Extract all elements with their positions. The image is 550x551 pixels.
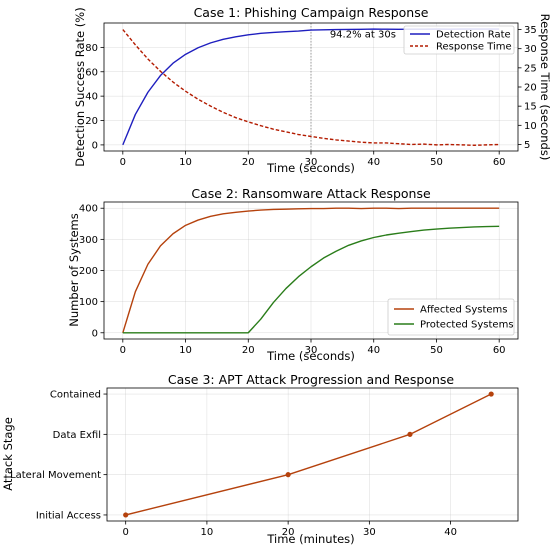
legend-label-affected-systems: Affected Systems	[420, 305, 507, 316]
chart-2-ransomware: Case 2: Ransomware Attack Response 0 10 20…	[67, 186, 519, 363]
c1-y-tick-label: 80	[85, 43, 98, 54]
legend-label-protected-systems: Protected Systems	[420, 320, 514, 331]
c2-y-tick-label: 300	[79, 235, 98, 246]
c1-y-tick-label: 40	[85, 92, 98, 103]
c2-x-tick-label: 30	[305, 345, 318, 356]
c1-x-tick-label: 0	[120, 157, 126, 168]
c1-y-tick-label: 0	[92, 140, 98, 151]
chart-2-x-axis-label: Time (seconds)	[266, 349, 355, 363]
c2-y-tick-label: 200	[79, 266, 98, 277]
c2-series-line-1	[122, 225, 500, 334]
c3-data-point	[488, 391, 494, 397]
c3-y-tick-label: Lateral Movement	[10, 470, 101, 481]
c2-x-tick-label: 10	[179, 345, 192, 356]
c3-y-tick-label: Data Exfil	[53, 430, 101, 441]
c2-y-tick-label: 400	[79, 204, 98, 215]
c1-x-tick-label: 50	[430, 157, 443, 168]
c2-x-tick-label: 50	[430, 345, 443, 356]
c2-x-tick-label: 0	[120, 345, 126, 356]
c3-y-tick-label: Initial Access	[36, 510, 101, 521]
chart-3-title: Case 3: APT Attack Progression and Respo…	[168, 372, 454, 387]
c1-y-right-tick-label: 35	[524, 25, 537, 36]
c1-x-tick-label: 20	[242, 157, 255, 168]
c2-y-tick-label: 100	[79, 297, 98, 308]
c1-x-tick-label: 10	[179, 157, 192, 168]
c2-y-tick-label: 0	[92, 328, 98, 339]
c1-y-tick-label: 20	[85, 116, 98, 127]
c3-data-point	[123, 512, 129, 518]
c3-y-tick-label: Contained	[50, 390, 101, 401]
c1-y-right-tick-label: 15	[524, 102, 537, 113]
chart-1-y-axis-label: Detection Success Rate (%)	[73, 7, 87, 166]
c2-series-line-0	[122, 207, 500, 333]
c1-x-tick-label: 60	[493, 157, 506, 168]
chart-2-title: Case 2: Ransomware Attack Response	[191, 186, 431, 201]
legend-label-detection-rate: Detection Rate	[436, 30, 511, 41]
c3-x-tick-label: 10	[201, 527, 214, 538]
c2-x-tick-label: 60	[493, 345, 506, 356]
chart-3-x-axis-label: Time (minutes)	[266, 532, 354, 546]
c3-x-tick-label: 40	[444, 527, 457, 538]
c1-y-tick-label: 60	[85, 67, 98, 78]
chart-2-y-axis-label: Number of Systems	[67, 213, 81, 326]
c1-y-right-tick-label: 5	[524, 140, 530, 151]
c1-x-tick-label: 30	[305, 157, 318, 168]
c1-y-right-tick-label: 10	[524, 121, 537, 132]
c3-series-line-0	[125, 393, 492, 516]
c1-x-tick-label: 40	[367, 157, 380, 168]
c2-x-tick-label: 20	[242, 345, 255, 356]
c3-x-tick-label: 30	[363, 527, 376, 538]
c3-data-point	[407, 431, 413, 437]
c1-y-right-tick-label: 25	[524, 63, 537, 74]
chart-1-legend: Detection Rate Response Time	[403, 25, 515, 55]
chart-1-phishing: Case 1: Phishing Campaign Response 0 10 20…	[73, 5, 550, 175]
legend-label-response-time: Response Time	[436, 42, 512, 53]
c1-series-line-1	[122, 29, 500, 146]
c2-x-tick-label: 40	[367, 345, 380, 356]
c1-y-right-tick-label: 20	[524, 83, 537, 94]
chart-3-y-axis-label: Attack Stage	[1, 417, 15, 491]
c1-y-right-tick-label: 30	[524, 44, 537, 55]
c3-data-point	[285, 472, 291, 478]
chart-1-y-axis-right-label: Response Time (seconds)	[538, 14, 550, 161]
c3-x-tick-label: 0	[122, 527, 128, 538]
chart-1-title: Case 1: Phishing Campaign Response	[194, 5, 429, 20]
chart-1-annotation: 94.2% at 30s	[330, 30, 396, 41]
chart-1-x-axis-label: Time (seconds)	[266, 161, 355, 175]
c3-x-tick-label: 20	[282, 527, 295, 538]
chart-3-apt: Case 3: APT Attack Progression and Respo…	[1, 372, 519, 546]
chart-2-legend: Affected Systems Protected Systems	[387, 298, 515, 336]
